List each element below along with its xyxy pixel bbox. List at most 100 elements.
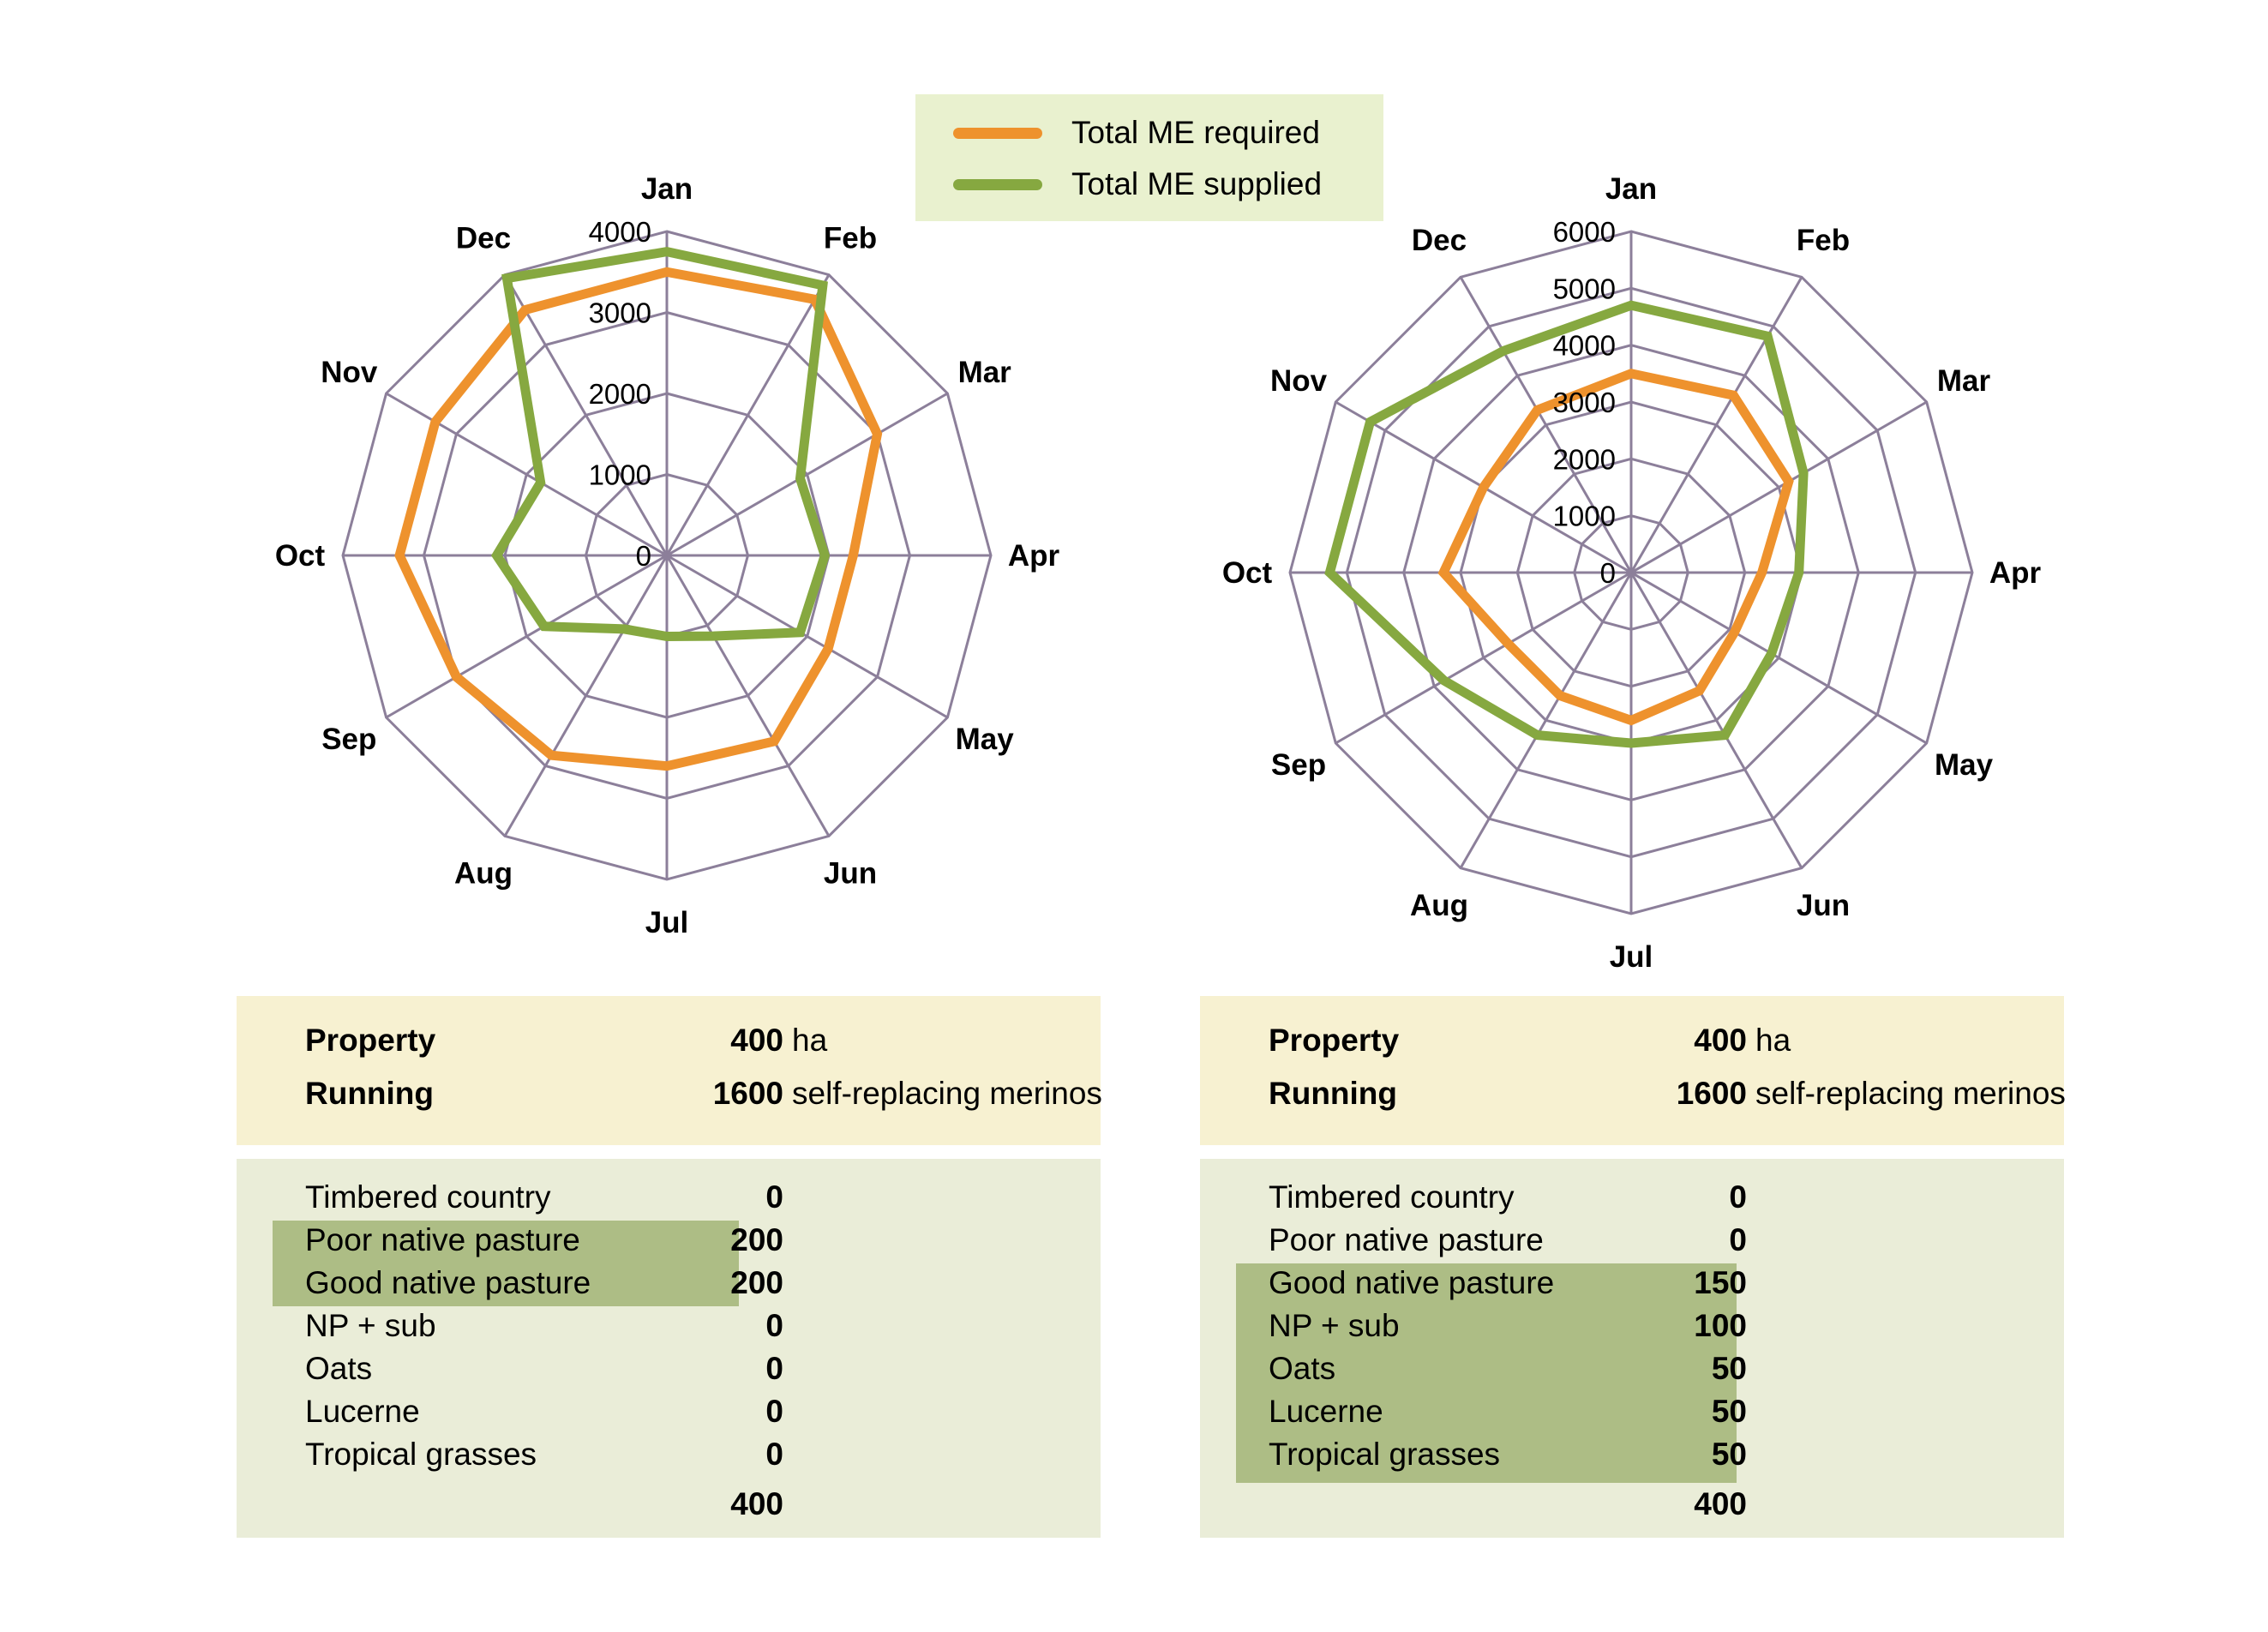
radial-tick-label: 2000 [1553,443,1616,475]
land-use-box-left: Timbered country 0 Poor native pasture 2… [237,1159,1101,1538]
land-value: 0 [765,1179,783,1215]
category-label-jan: Jan [641,172,693,206]
land-name: Lucerne [1269,1394,1383,1429]
property-box-right: Property 400 ha Running 1600 self-replac… [1200,996,2066,1145]
land-value: 0 [765,1308,783,1343]
land-name: Good native pasture [1269,1265,1555,1300]
legend-label-supplied: Total ME supplied [1071,166,1323,201]
grid-spoke [665,555,831,837]
land-row-good-native: Good native pasture 150 [1269,1262,1747,1305]
category-label-aug: Aug [454,857,513,891]
radial-tick-label: 4000 [589,216,651,248]
series-line-supplied [490,247,831,642]
category-label-oct: Oct [1222,556,1273,590]
radial-tick-label: 0 [1600,557,1616,589]
series-line-required [394,267,883,771]
category-label-may: May [956,723,1015,756]
legend-swatch-required [953,127,1042,139]
land-value: 0 [1729,1222,1747,1257]
property-value: 400 [730,1023,783,1058]
radial-tick-label: 1000 [1553,501,1616,532]
land-value: 50 [1711,1351,1747,1386]
radial-tick-label: 0 [636,540,651,572]
category-label-jun: Jun [1797,889,1850,922]
land-value: 50 [1711,1394,1747,1429]
grid-spoke [1629,276,1803,573]
grid-spoke [666,554,949,719]
land-row-timbered: Timbered country 0 [1269,1176,1747,1219]
property-unit: ha [1755,1023,1791,1058]
grid-spoke [503,273,669,556]
category-label-jun: Jun [824,857,877,891]
property-label: Property [1269,1023,1400,1058]
category-label-jul: Jul [645,906,689,939]
land-row-good-native: Good native pasture 200 [305,1262,783,1305]
property-unit: ha [792,1023,828,1058]
category-label-nov: Nov [1270,364,1328,398]
property-box-left: Property 400 ha Running 1600 self-replac… [237,996,1102,1145]
grid-spoke [1630,571,1928,745]
land-use-box-right: Timbered country 0 Poor native pasture 0… [1200,1159,2064,1538]
category-label-jan: Jan [1605,172,1657,206]
running-label: Running [305,1076,435,1111]
category-label-sep: Sep [321,723,376,756]
land-value: 0 [765,1351,783,1386]
category-label-jul: Jul [1610,940,1653,974]
grid-spoke [1630,400,1928,574]
land-name: Oats [305,1351,373,1386]
category-label-apr: Apr [1989,556,2042,590]
radial-tick-label: 3000 [1553,387,1616,418]
radial-tick-label: 2000 [589,378,651,410]
series-line-supplied [1324,300,1809,748]
land-name: Poor native pasture [305,1222,580,1257]
radar-chart-right: 0 1000 2000 3000 4000 5000 6000 Jan Feb Mar Apr May… [1222,172,2042,974]
land-name: Timbered country [305,1179,551,1215]
radial-tick-label: 5000 [1553,273,1616,304]
land-name: NP + sub [1269,1308,1400,1343]
land-name: Good native pasture [305,1265,591,1300]
land-name: Tropical grasses [305,1437,537,1472]
category-label-dec: Dec [456,221,511,255]
grid-spoke [385,554,668,719]
legend-swatch-supplied [953,178,1042,190]
land-value: 0 [765,1437,783,1472]
legend-label-required: Total ME required [1071,115,1320,150]
legend-item-supplied: Total ME supplied [953,166,1322,202]
land-row-tropical: Tropical grasses 50 [1269,1433,1747,1476]
land-row-lucerne: Lucerne 0 [305,1390,783,1433]
land-name: Poor native pasture [1269,1222,1544,1257]
land-row-poor-native: Poor native pasture 0 [1269,1219,1747,1262]
grid-spoke [1459,276,1633,573]
land-row-timbered: Timbered country 0 [305,1176,783,1219]
land-value: 100 [1694,1308,1747,1343]
land-value: 150 [1694,1265,1747,1300]
grid-spoke [666,392,949,557]
running-value: 1600 [1676,1076,1747,1111]
grid-spoke [1629,572,1803,869]
land-value: 0 [765,1394,783,1429]
category-label-nov: Nov [321,356,378,389]
land-row-poor-native: Poor native pasture 200 [305,1219,783,1262]
category-label-apr: Apr [1008,539,1060,573]
radial-tick-label: 4000 [1553,330,1616,362]
property-label: Property [305,1023,436,1058]
category-label-may: May [1935,748,1994,782]
land-row-oats: Oats 0 [305,1347,783,1390]
category-label-mar: Mar [958,356,1012,389]
category-label-aug: Aug [1410,889,1468,922]
category-label-sep: Sep [1271,748,1326,782]
land-value: 200 [730,1265,783,1300]
highlight-band [273,1221,739,1306]
land-name: Oats [1269,1351,1336,1386]
highlight-band [1236,1263,1737,1483]
grid-spoke [665,273,831,556]
running-unit: self-replacing merinos [1755,1076,2066,1111]
land-row-np-sub: NP + sub 0 [305,1305,783,1347]
land-total: 400 [730,1486,783,1521]
radial-tick-label: 6000 [1553,216,1616,248]
land-value: 50 [1711,1437,1747,1472]
running-value: 1600 [712,1076,783,1111]
category-label-oct: Oct [275,539,326,573]
land-row-lucerne: Lucerne 50 [1269,1390,1747,1433]
radial-tick-label: 1000 [589,459,651,491]
